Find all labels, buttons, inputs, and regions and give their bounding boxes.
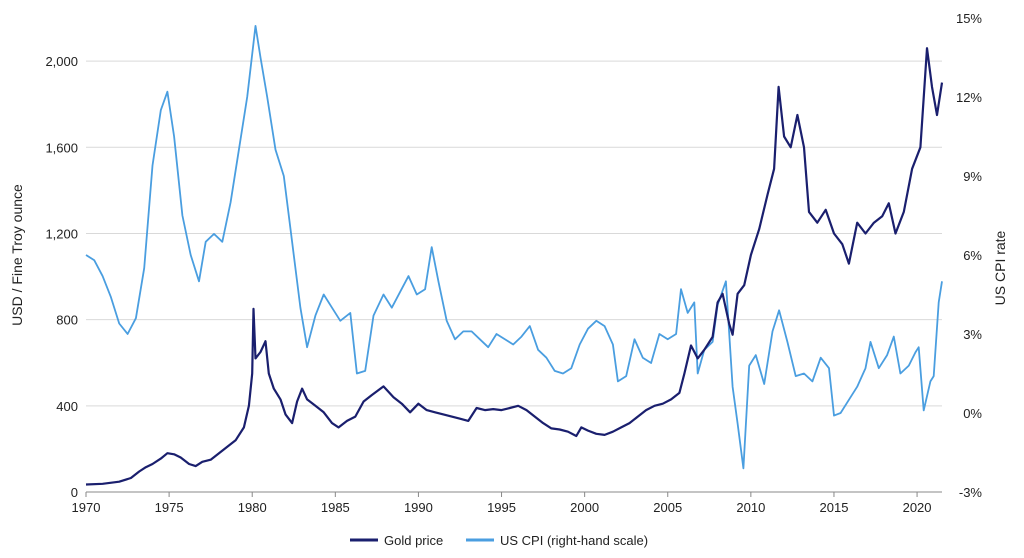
y2-tick-label: 6%: [963, 248, 982, 263]
x-tick-label: 2020: [903, 500, 932, 515]
legend-label-cpi: US CPI (right-hand scale): [500, 533, 648, 548]
y-tick-label: 400: [56, 399, 78, 414]
x-tick-label: 1980: [238, 500, 267, 515]
y-tick-label: 0: [71, 485, 78, 500]
left-y-tick-labels: 0 400 800 1,200 1,600 2,000: [45, 54, 78, 500]
y-tick-label: 1,600: [45, 140, 78, 155]
right-y-tick-labels: -3% 0% 3% 6% 9% 12% 15%: [956, 11, 982, 500]
x-tick-label: 2010: [736, 500, 765, 515]
y2-tick-label: 9%: [963, 169, 982, 184]
x-tick-label: 2005: [653, 500, 682, 515]
right-axis-title: US CPI rate: [992, 230, 1008, 305]
legend: Gold price US CPI (right-hand scale): [350, 533, 648, 548]
y2-tick-label: 0%: [963, 406, 982, 421]
x-tick-label: 1995: [487, 500, 516, 515]
us-cpi-line: [85, 25, 943, 470]
y2-tick-label: 15%: [956, 11, 982, 26]
series-lines: [85, 25, 944, 486]
x-tick-labels: 1970 1975 1980 1985 1990 1995 2000 2005 2010 2015…: [72, 492, 932, 515]
x-tick-label: 2015: [820, 500, 849, 515]
gridlines: [86, 60, 942, 407]
x-tick-label: 2000: [570, 500, 599, 515]
x-tick-label: 1985: [321, 500, 350, 515]
left-axis-title: USD / Fine Troy ounce: [9, 184, 25, 326]
gold-price-line: [85, 47, 944, 486]
x-tick-label: 1990: [404, 500, 433, 515]
y-tick-label: 1,200: [45, 226, 78, 241]
y-tick-label: 800: [56, 313, 78, 328]
y-tick-label: 2,000: [45, 54, 78, 69]
legend-label-gold: Gold price: [384, 533, 443, 548]
y2-tick-label: -3%: [959, 485, 983, 500]
y2-tick-label: 12%: [956, 90, 982, 105]
x-tick-label: 1970: [72, 500, 101, 515]
x-tick-label: 1975: [155, 500, 184, 515]
y2-tick-label: 3%: [963, 327, 982, 342]
